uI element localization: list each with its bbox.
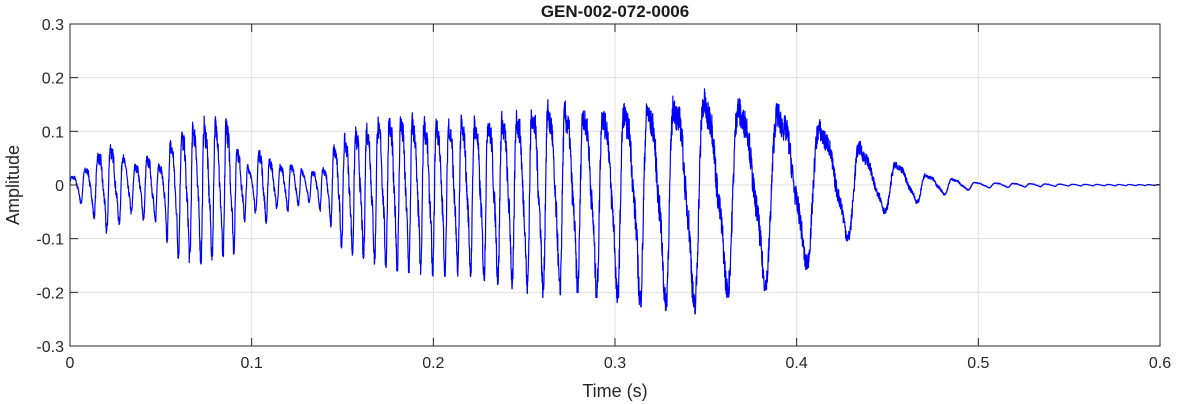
- x-tick-label: 0: [66, 355, 75, 372]
- y-axis-label: Amplitude: [3, 145, 23, 225]
- y-tick-label: 0.3: [42, 17, 64, 34]
- x-tick-label: 0.2: [422, 355, 444, 372]
- x-tick-label: 0.4: [786, 355, 808, 372]
- x-axis-label: Time (s): [582, 381, 647, 401]
- x-tick-label: 0.6: [1149, 355, 1171, 372]
- y-tick-label: -0.2: [36, 285, 64, 302]
- y-tick-label: 0.1: [42, 124, 64, 141]
- ticks: 0 0.1 0.2 0.3 0.4 0.5 0.6 0.3 0.2 0.1 0 -0.1 -0.2 -0.…: [36, 17, 1171, 372]
- y-tick-label: -0.3: [36, 339, 64, 356]
- chart-title: GEN-002-072-0006: [541, 2, 689, 21]
- y-tick-label: -0.1: [36, 232, 64, 249]
- x-tick-label: 0.5: [967, 355, 989, 372]
- y-tick-label: 0: [55, 178, 64, 195]
- waveform-line: [69, 88, 1161, 315]
- y-tick-label: 0.2: [42, 71, 64, 88]
- x-tick-label: 0.3: [604, 355, 626, 372]
- x-tick-label: 0.1: [241, 355, 263, 372]
